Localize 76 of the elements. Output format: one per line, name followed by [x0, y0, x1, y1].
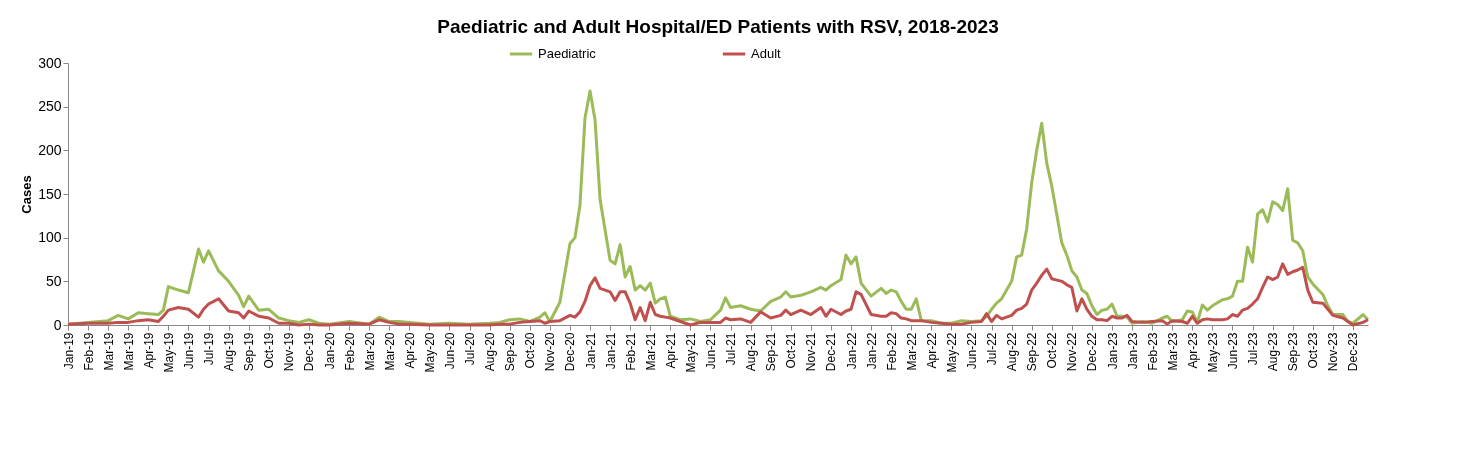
- x-tick-label: Oct-23: [1306, 332, 1321, 369]
- x-tick-label: Jan-21: [583, 332, 598, 370]
- x-tick-label: Aug-20: [483, 332, 498, 372]
- x-tick-label: Mar-21: [643, 332, 658, 371]
- x-tick-label: Jan-23: [1125, 332, 1140, 370]
- x-tick-label: Jan-23: [1105, 332, 1120, 370]
- x-tick-label: Oct-20: [523, 332, 538, 369]
- legend-label: Adult: [751, 46, 782, 61]
- x-tick-label: May-21: [683, 332, 698, 373]
- x-tick-label: Jan-22: [844, 332, 859, 370]
- x-tick-label: May-20: [422, 332, 437, 373]
- x-tick-label: Oct-21: [784, 332, 799, 369]
- x-tick-label: Dec-21: [824, 332, 839, 372]
- x-tick-label: Jan-21: [603, 332, 618, 370]
- x-tick-label: Aug-22: [1005, 332, 1020, 372]
- x-tick-label: Dec-20: [563, 332, 578, 372]
- x-tick-label: Dec-19: [302, 332, 317, 372]
- x-tick-label: Sep-19: [242, 332, 257, 372]
- x-tick-label: Jul-23: [1246, 332, 1261, 366]
- x-tick-label: May-23: [1205, 332, 1220, 373]
- x-tick-label: Aug-23: [1266, 332, 1281, 372]
- x-tick-label: Jun-21: [703, 332, 718, 370]
- x-tick-label: Mar-23: [1165, 332, 1180, 371]
- legend-label: Paediatric: [538, 46, 597, 61]
- x-tick-label: Jun-20: [442, 332, 457, 370]
- x-tick-label: Jul-20: [463, 332, 478, 366]
- x-tick-label: Apr-20: [402, 332, 417, 369]
- x-tick-label: Nov-22: [1065, 332, 1080, 372]
- x-tick-label: Jan-22: [864, 332, 879, 370]
- x-tick-label: Oct-22: [1045, 332, 1060, 369]
- x-tick-label: Jun-19: [181, 332, 196, 370]
- x-tick-label: May-22: [944, 332, 959, 373]
- chart-title: Paediatric and Adult Hospital/ED Patients with RSV, 2018-2023: [437, 16, 999, 37]
- y-tick-label: 100: [38, 229, 62, 246]
- y-tick-label: 0: [53, 316, 62, 333]
- x-tick-label: Apr-22: [924, 332, 939, 369]
- x-tick-label: Jan-20: [322, 332, 337, 370]
- x-tick-label: Nov-19: [282, 332, 297, 372]
- y-tick-label: 50: [45, 272, 62, 289]
- x-tick-label: Feb-23: [1145, 332, 1160, 371]
- x-tick-label: Feb-22: [884, 332, 899, 371]
- x-tick-label: May-19: [161, 332, 176, 373]
- x-tick-label: Sep-23: [1286, 332, 1301, 372]
- x-tick-label: Nov-21: [804, 332, 819, 372]
- x-tick-label: Jul-19: [202, 332, 217, 366]
- x-tick-label: Sep-21: [764, 332, 779, 372]
- x-tick-label: Feb-21: [623, 332, 638, 371]
- x-tick-label: Feb-19: [81, 332, 96, 371]
- x-tick-label: Sep-22: [1025, 332, 1040, 372]
- x-tick-label: Apr-23: [1185, 332, 1200, 369]
- y-tick-label: 300: [38, 54, 62, 71]
- y-axis-title: Cases: [19, 175, 35, 214]
- x-tick-label: Nov-20: [543, 332, 558, 372]
- x-tick-label: Sep-20: [503, 332, 518, 372]
- x-tick-label: Mar-19: [121, 332, 136, 371]
- x-tick-label: Feb-20: [342, 332, 357, 371]
- x-tick-label: Jun-22: [964, 332, 979, 370]
- x-tick-label: Mar-20: [362, 332, 377, 371]
- x-tick-label: Aug-19: [222, 332, 237, 372]
- x-tick-label: Jul-21: [724, 332, 739, 366]
- y-tick-label: 250: [38, 98, 62, 115]
- x-tick-label: Jun-23: [1225, 332, 1240, 370]
- x-tick-label: Apr-19: [141, 332, 156, 369]
- x-tick-label: Nov-23: [1326, 332, 1341, 372]
- y-tick-label: 150: [38, 185, 62, 202]
- x-tick-label: Mar-22: [904, 332, 919, 371]
- x-tick-label: Jul-22: [985, 332, 1000, 366]
- x-tick-label: Apr-21: [663, 332, 678, 369]
- x-tick-label: Dec-23: [1346, 332, 1361, 372]
- x-tick-label: Oct-19: [262, 332, 277, 369]
- x-tick-label: Dec-22: [1085, 332, 1100, 372]
- x-tick-label: Aug-21: [744, 332, 759, 372]
- y-tick-label: 200: [38, 141, 62, 158]
- x-tick-label: Mar-20: [382, 332, 397, 371]
- x-tick-label: Jan-19: [61, 332, 76, 370]
- x-tick-label: Mar-19: [101, 332, 116, 371]
